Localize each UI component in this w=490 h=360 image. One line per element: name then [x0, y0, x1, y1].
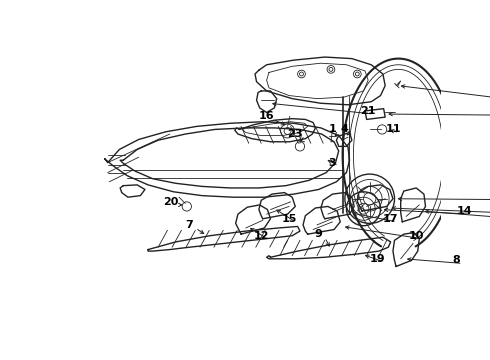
Text: 9: 9 [315, 229, 322, 239]
Text: 3: 3 [329, 158, 336, 167]
Text: 15: 15 [281, 214, 297, 224]
Text: 11: 11 [385, 125, 401, 134]
Text: 1: 1 [329, 125, 336, 134]
Text: 8: 8 [453, 255, 461, 265]
Text: 23: 23 [288, 129, 303, 139]
Text: 7: 7 [185, 220, 193, 230]
Text: 20: 20 [164, 197, 179, 207]
Text: 17: 17 [383, 214, 398, 224]
Text: 10: 10 [409, 231, 424, 241]
Text: 19: 19 [369, 254, 385, 264]
Text: 14: 14 [457, 206, 472, 216]
Text: 12: 12 [253, 231, 269, 241]
Text: 21: 21 [360, 106, 375, 116]
Text: 16: 16 [259, 111, 274, 121]
Text: 4: 4 [340, 125, 348, 134]
